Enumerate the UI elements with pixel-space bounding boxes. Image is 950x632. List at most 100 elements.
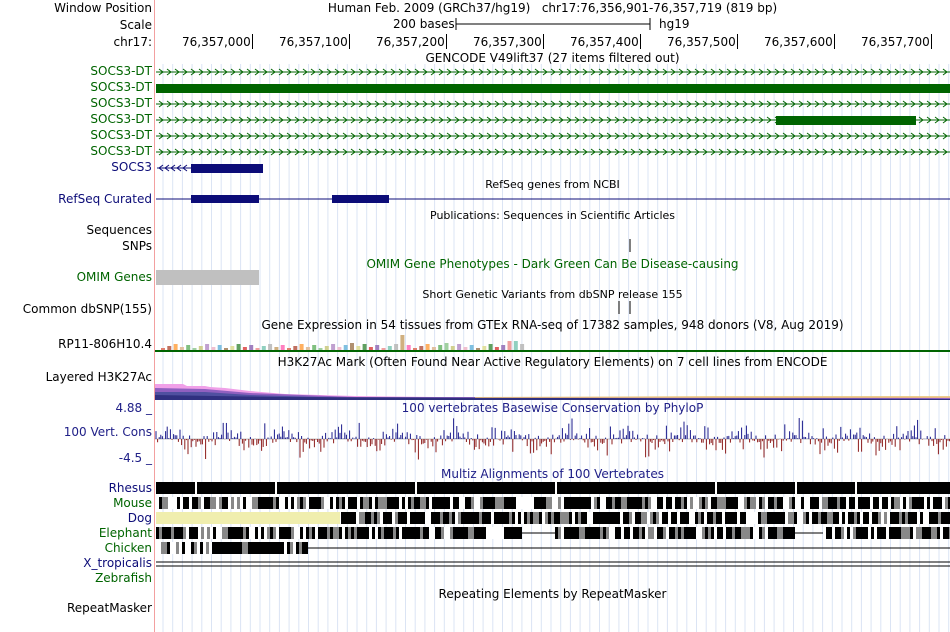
snps-track[interactable] — [155, 238, 950, 254]
alignment-block — [429, 527, 432, 539]
gencode-item-label[interactable]: SOCS3-DT — [90, 64, 152, 78]
gtex-bar — [167, 346, 172, 350]
species-label-chicken[interactable]: Chicken — [104, 541, 152, 555]
alignment-block — [935, 512, 938, 524]
omim-track[interactable] — [155, 270, 950, 286]
alignment-block — [569, 512, 572, 524]
alignment-block — [435, 527, 438, 539]
alignment-block — [498, 527, 501, 539]
alignment-block — [737, 512, 740, 524]
alignment-block — [870, 497, 873, 509]
species-label-dog[interactable]: Dog — [127, 511, 152, 525]
alignment-block — [719, 512, 722, 524]
conservation-track[interactable] — [155, 414, 950, 464]
alignment-block — [273, 497, 276, 509]
alignment-block — [254, 542, 257, 554]
repeat-label[interactable]: RepeatMasker — [66, 601, 152, 615]
alignment-block — [284, 542, 287, 554]
species-label-elephant[interactable]: Elephant — [98, 526, 152, 540]
alignment-block — [396, 497, 399, 509]
alignment-block — [919, 527, 922, 539]
alignment-block — [732, 527, 735, 539]
alignment-block — [558, 497, 561, 509]
alignment-block — [734, 512, 737, 524]
alignment-block — [823, 527, 826, 539]
cons-label[interactable]: 100 Vert. Cons — [63, 425, 152, 439]
alignment-block — [510, 527, 513, 539]
alignment-block — [743, 512, 746, 524]
gtex-label[interactable]: RP11-806H10.4 — [58, 337, 152, 351]
alignment-block — [916, 527, 919, 539]
alignment-block — [603, 497, 606, 509]
sequences-label[interactable]: Sequences — [86, 223, 152, 237]
alignment-block — [492, 527, 495, 539]
gencode-item-label[interactable]: SOCS3-DT — [90, 80, 152, 94]
alignment-block — [392, 512, 395, 524]
alignment-block — [943, 527, 946, 539]
alignment-block — [834, 497, 837, 509]
species-label-x_tropicalis[interactable]: X_tropicalis — [83, 556, 152, 570]
assembly-text: Human Feb. 2009 (GRCh37/hg19) — [327, 1, 531, 15]
gtex-bar — [482, 346, 487, 350]
alignment-block — [419, 512, 422, 524]
refseq-track[interactable] — [155, 192, 950, 206]
omim-label[interactable]: OMIM Genes — [76, 270, 152, 284]
alignment-block — [458, 512, 461, 524]
alignment-block — [524, 512, 527, 524]
alignment-block — [236, 542, 239, 554]
snps-label[interactable]: SNPs — [122, 239, 152, 253]
alignment-block — [167, 542, 170, 554]
dbsnp-track[interactable] — [155, 300, 950, 316]
gencode-track-title: GENCODE V49lift37 (27 items filtered out… — [425, 51, 680, 65]
alignment-block — [195, 527, 198, 539]
alignment-block — [441, 497, 444, 509]
alignment-block — [767, 512, 770, 524]
alignment-block — [300, 497, 303, 509]
alignment-block — [216, 527, 219, 539]
alignment-block — [297, 497, 300, 509]
gtex-track-title: Gene Expression in 54 tissues from GTEx … — [261, 318, 844, 332]
refseq-label[interactable]: RefSeq Curated — [58, 192, 152, 206]
multiz-track[interactable] — [155, 480, 950, 570]
alignment-block — [231, 497, 234, 509]
alignment-block — [563, 512, 566, 524]
alignment-block — [318, 527, 321, 539]
species-label-rhesus[interactable]: Rhesus — [108, 481, 152, 495]
alignment-block — [900, 497, 903, 509]
alignment-block — [374, 512, 377, 524]
alignment-block — [918, 497, 921, 509]
alignment-block — [372, 497, 375, 509]
alignment-block — [889, 527, 892, 539]
h3k27ac-signal — [475, 396, 950, 398]
gtex-track[interactable] — [155, 332, 950, 352]
species-label-mouse[interactable]: Mouse — [113, 496, 152, 510]
gencode-item-label[interactable]: SOCS3-DT — [90, 96, 152, 110]
species-label-zebrafish[interactable]: Zebrafish — [95, 571, 152, 585]
alignment-block — [273, 527, 276, 539]
gencode-item-label[interactable]: SOCS3 — [111, 160, 152, 174]
alignment-block — [780, 497, 783, 509]
alignment-block — [663, 497, 666, 509]
ruler-tick-label: 76,357,700 — [861, 35, 930, 49]
alignment-block — [874, 527, 877, 539]
alignment-block — [341, 512, 344, 524]
gencode-track[interactable] — [155, 64, 950, 176]
window-position-label: Window Position — [54, 1, 152, 15]
alignment-block — [417, 527, 420, 539]
alignment-block — [164, 542, 167, 554]
alignment-block — [333, 497, 336, 509]
gencode-item-label[interactable]: SOCS3-DT — [90, 144, 152, 158]
h3k27ac-track[interactable] — [155, 372, 950, 400]
gencode-item-label[interactable]: SOCS3-DT — [90, 112, 152, 126]
alignment-block — [630, 527, 633, 539]
h3k27ac-label[interactable]: Layered H3K27Ac — [45, 370, 152, 384]
alignment-block — [789, 497, 792, 509]
dbsnp-label[interactable]: Common dbSNP(155) — [22, 302, 152, 316]
alignment-block — [669, 497, 672, 509]
alignment-block — [501, 497, 504, 509]
alignment-block — [726, 497, 729, 509]
gencode-item-label[interactable]: SOCS3-DT — [90, 128, 152, 142]
alignment-block — [309, 527, 312, 539]
alignment-block — [768, 497, 771, 509]
